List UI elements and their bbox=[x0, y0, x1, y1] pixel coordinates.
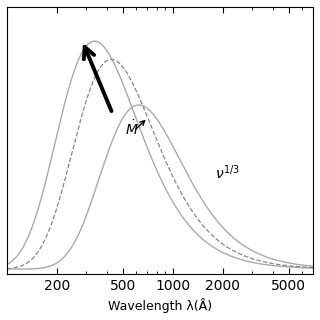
X-axis label: Wavelength λ(Å): Wavelength λ(Å) bbox=[108, 298, 212, 313]
Text: $\nu^{1/3}$: $\nu^{1/3}$ bbox=[215, 163, 240, 182]
Text: $\dot{M}$: $\dot{M}$ bbox=[125, 119, 138, 138]
